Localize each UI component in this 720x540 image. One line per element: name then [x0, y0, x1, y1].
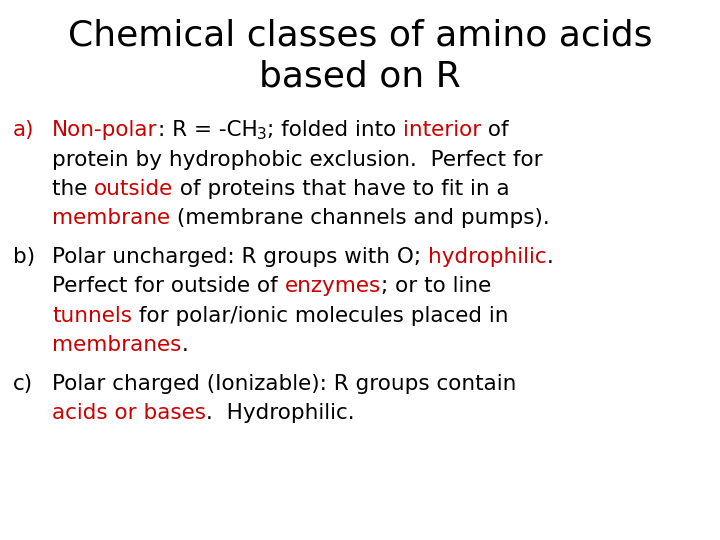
Text: .: .	[181, 335, 188, 355]
Text: hydrophilic: hydrophilic	[428, 247, 546, 267]
Text: a): a)	[13, 120, 35, 140]
Text: based on R: based on R	[259, 60, 461, 94]
Text: ; folded into: ; folded into	[267, 120, 403, 140]
Text: of proteins that have to fit in a: of proteins that have to fit in a	[174, 179, 510, 199]
Text: : R = -CH: : R = -CH	[158, 120, 257, 140]
Text: .: .	[546, 247, 554, 267]
Text: ; or to line: ; or to line	[381, 276, 491, 296]
Text: interior: interior	[403, 120, 482, 140]
Text: Perfect for outside of: Perfect for outside of	[52, 276, 284, 296]
Text: of: of	[482, 120, 509, 140]
Text: tunnels: tunnels	[52, 306, 132, 326]
Text: Chemical classes of amino acids: Chemical classes of amino acids	[68, 18, 652, 52]
Text: protein by hydrophobic exclusion.  Perfect for: protein by hydrophobic exclusion. Perfec…	[52, 150, 543, 170]
Text: b): b)	[13, 247, 35, 267]
Text: .  Hydrophilic.: . Hydrophilic.	[206, 403, 355, 423]
Text: outside: outside	[94, 179, 174, 199]
Text: Polar charged (Ionizable): R groups contain: Polar charged (Ionizable): R groups cont…	[52, 374, 516, 394]
Text: (membrane channels and pumps).: (membrane channels and pumps).	[170, 208, 550, 228]
Text: the: the	[52, 179, 94, 199]
Text: acids or bases: acids or bases	[52, 403, 206, 423]
Text: enzymes: enzymes	[284, 276, 381, 296]
Text: for polar/ionic molecules placed in: for polar/ionic molecules placed in	[132, 306, 508, 326]
Text: membranes: membranes	[52, 335, 181, 355]
Text: Non-polar: Non-polar	[52, 120, 158, 140]
Text: membrane: membrane	[52, 208, 170, 228]
Text: 3: 3	[257, 126, 267, 141]
Text: c): c)	[13, 374, 33, 394]
Text: Polar uncharged: R groups with O;: Polar uncharged: R groups with O;	[52, 247, 428, 267]
